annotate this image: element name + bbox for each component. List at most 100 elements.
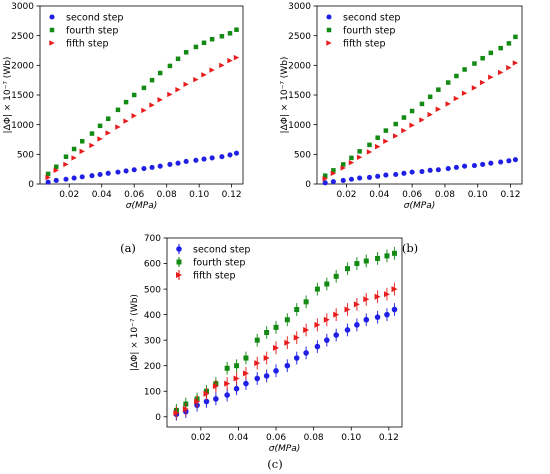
chart-1-fourth-step-point <box>157 70 163 76</box>
chart-3-second-step-point <box>293 355 300 361</box>
chart-1-fifth-step-point <box>79 148 85 155</box>
chart-1-fourth-step-point <box>63 154 69 159</box>
chart-2-fourth-step-point <box>506 41 512 46</box>
chart-2-fourth-step-point <box>498 45 503 51</box>
chart-3-second-step-point <box>203 398 210 405</box>
chart-2-second-step-point <box>357 175 363 181</box>
chart-2-second-step-point <box>498 159 504 165</box>
chart-2-fourth-step-point <box>349 155 354 161</box>
chart-1-legend-fifth-step-label: fifth step <box>66 38 108 49</box>
chart-1-fourth-step-point <box>79 139 85 144</box>
chart-3-fifth-step-point <box>224 380 231 387</box>
chart-2-second-step-point <box>445 166 451 172</box>
chart-1-fourth-step-point <box>141 85 147 91</box>
chart-2-second-step-point <box>435 167 441 173</box>
chart-3-second-step-point <box>224 392 230 398</box>
chart-1-fourth-step-point <box>123 99 129 105</box>
chart-1-fourth-step-point <box>175 56 181 62</box>
chart-1-second-step-point <box>79 174 85 180</box>
chart-3-fifth-step-point <box>333 311 340 318</box>
chart-2-x-tick-label: 0.02 <box>336 190 356 200</box>
chart-2-fourth-step-point <box>393 121 398 127</box>
chart-1-fifth-step-point <box>227 57 233 64</box>
chart-2-fifth-step-point <box>419 117 425 123</box>
chart-1-legend-second-step-marker <box>49 14 55 20</box>
chart-2-fourth-step-point <box>409 108 415 114</box>
chart-3-fifth-step-point <box>363 296 370 303</box>
chart-2-second-step-point <box>419 168 425 175</box>
chart-1-fifth-step-point <box>201 72 207 78</box>
chart-1-fifth-step-point <box>63 161 69 168</box>
chart-1-legend-fourth-step-marker <box>49 27 55 33</box>
chart-1-fourth-step-point <box>71 146 77 152</box>
chart-2-fifth-step-point <box>383 138 389 144</box>
chart-2-second-step-point <box>488 160 494 166</box>
chart-3-fourth-step-point <box>344 266 350 272</box>
chart-3-fourth-step-point <box>324 281 330 287</box>
chart-1-y-tick-label: 500 <box>17 151 34 161</box>
chart-1-fifth-step-point <box>149 102 155 108</box>
chart-3-fourth-step-point <box>333 273 339 279</box>
chart-2-second-step-point <box>471 163 477 169</box>
chart-3-fourth-step-point <box>273 324 279 330</box>
chart-3-second-step-point <box>284 362 291 369</box>
chart-3-second-step-point <box>374 314 381 320</box>
chart-1-second-step-point <box>219 154 225 160</box>
chart-2-y-tick-label: 2500 <box>288 32 311 42</box>
chart-3-x-tick-label: 0.04 <box>228 433 248 443</box>
chart-2-second-step-point <box>322 180 328 186</box>
chart-3-second-step-point <box>273 368 279 374</box>
chart-2-fourth-step-point <box>367 142 372 148</box>
chart-1-fourth-step-point <box>105 116 111 121</box>
chart-3-fifth-step-point <box>273 344 280 351</box>
chart-1-x-tick-label: 0.08 <box>157 190 177 200</box>
chart-2-legend-second-step-marker <box>326 14 332 20</box>
chart-1-fourth-step-point <box>183 50 189 55</box>
chart-2-legend-fourth-step-marker <box>326 27 332 33</box>
chart-3-y-tick-label: 100 <box>144 387 161 397</box>
chart-1-second-step-point <box>227 152 233 158</box>
caption-c: (c) <box>267 457 282 471</box>
chart-3-fourth-step-point <box>384 253 390 259</box>
chart-3-fifth-step-point <box>323 316 330 323</box>
chart-2-fifth-step-point <box>471 85 478 91</box>
chart-3-fifth-step-point <box>353 301 360 308</box>
chart-3-x-axis-label: σ(MPa) <box>269 444 300 454</box>
chart-1-second-step-point <box>115 169 121 175</box>
chart-3-second-step-point <box>324 337 330 343</box>
chart-3-second-step-point <box>243 380 249 387</box>
chart-3-fifth-step-point <box>203 390 210 397</box>
chart-2-x-tick-label: 0.06 <box>402 190 422 200</box>
chart-3-fifth-step-point <box>182 406 189 413</box>
chart-1-x-axis-label: σ(MPa) <box>126 201 157 211</box>
chart-1-second-step-point <box>53 177 59 183</box>
chart-3-second-step-point <box>354 322 360 328</box>
chart-1-y-tick-label: 1500 <box>11 91 34 101</box>
chart-1-fourth-step-point <box>227 31 233 36</box>
chart-2-fifth-step-point <box>330 170 337 177</box>
chart-1-y-axis-label: |ΔΦ| × 10⁻⁷ (Wb) <box>3 57 13 134</box>
chart-3-second-step-point <box>303 350 309 356</box>
chart-1-second-step-point <box>105 170 111 176</box>
chart-3-fourth-step-point <box>363 258 369 264</box>
chart-2-x-tick-label: 0.12 <box>500 190 520 200</box>
chart-1-second-step-point <box>97 171 103 178</box>
chart-2-fourth-step-point <box>331 168 336 173</box>
chart-1-fifth-step-point <box>209 67 215 73</box>
chart-2-second-step-point <box>375 173 381 179</box>
chart-2-x-tick-label: 0.08 <box>435 190 455 200</box>
chart-1-second-step-point <box>167 161 173 167</box>
chart-2-legend-fourth-step-label: fourth step <box>343 25 395 36</box>
chart-2-second-step-point <box>453 164 459 170</box>
chart-1-fourth-step-point <box>167 63 173 69</box>
chart-3-fourth-step-point <box>294 307 300 313</box>
chart-1-fourth-step-point <box>234 27 239 32</box>
chart-1-y-tick-label: 3000 <box>11 2 34 12</box>
chart-2-x-axis-label: σ(MPa) <box>404 201 435 211</box>
chart-1-fifth-step-point <box>175 86 181 93</box>
chart-3-y-tick-label: 0 <box>155 413 161 423</box>
chart-3-fifth-step-point <box>374 293 381 300</box>
chart-1-fifth-step-point <box>105 130 111 136</box>
chart-2-fourth-step-point <box>454 73 459 79</box>
chart-3-fourth-step-point <box>224 365 230 371</box>
